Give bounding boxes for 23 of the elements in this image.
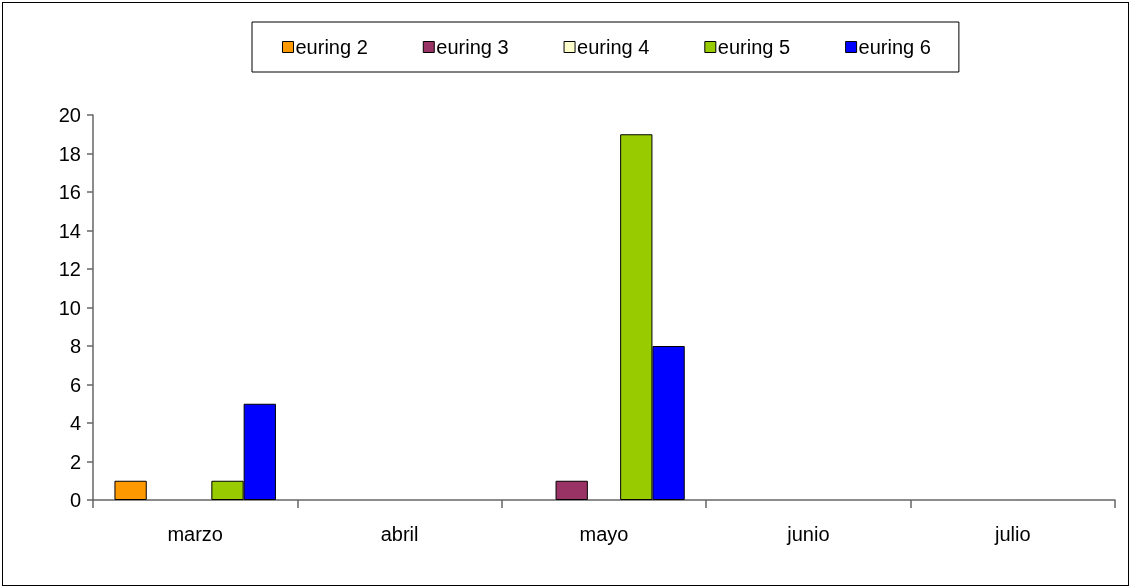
bar: [114, 480, 147, 500]
y-tick-label: 10: [58, 296, 81, 319]
y-tick-label: 0: [69, 489, 81, 511]
bar: [555, 480, 588, 500]
y-tick-label: 12: [58, 258, 81, 280]
x-tick-label: junio: [786, 523, 830, 545]
x-tick-label: abril: [380, 523, 419, 545]
x-tick-label: julio: [994, 523, 1031, 545]
x-tick-label: mayo: [579, 523, 629, 545]
legend-label: euring 2: [295, 36, 368, 58]
y-tick-label: 6: [69, 373, 81, 396]
legend-label: euring 5: [717, 36, 791, 58]
legend-label: euring 3: [436, 36, 509, 58]
y-tick-label: 8: [69, 335, 81, 357]
legend-label: euring 4: [577, 36, 650, 58]
y-tick-label: 2: [69, 450, 81, 473]
x-tick-label: marzo: [167, 523, 223, 545]
y-tick-label: 20: [58, 104, 81, 126]
y-tick-label: 16: [58, 181, 81, 203]
legend-label: euring 6: [858, 36, 931, 58]
y-tick-label: 4: [69, 412, 81, 434]
y-tick-label: 14: [58, 219, 81, 242]
y-tick-label: 18: [58, 142, 81, 165]
